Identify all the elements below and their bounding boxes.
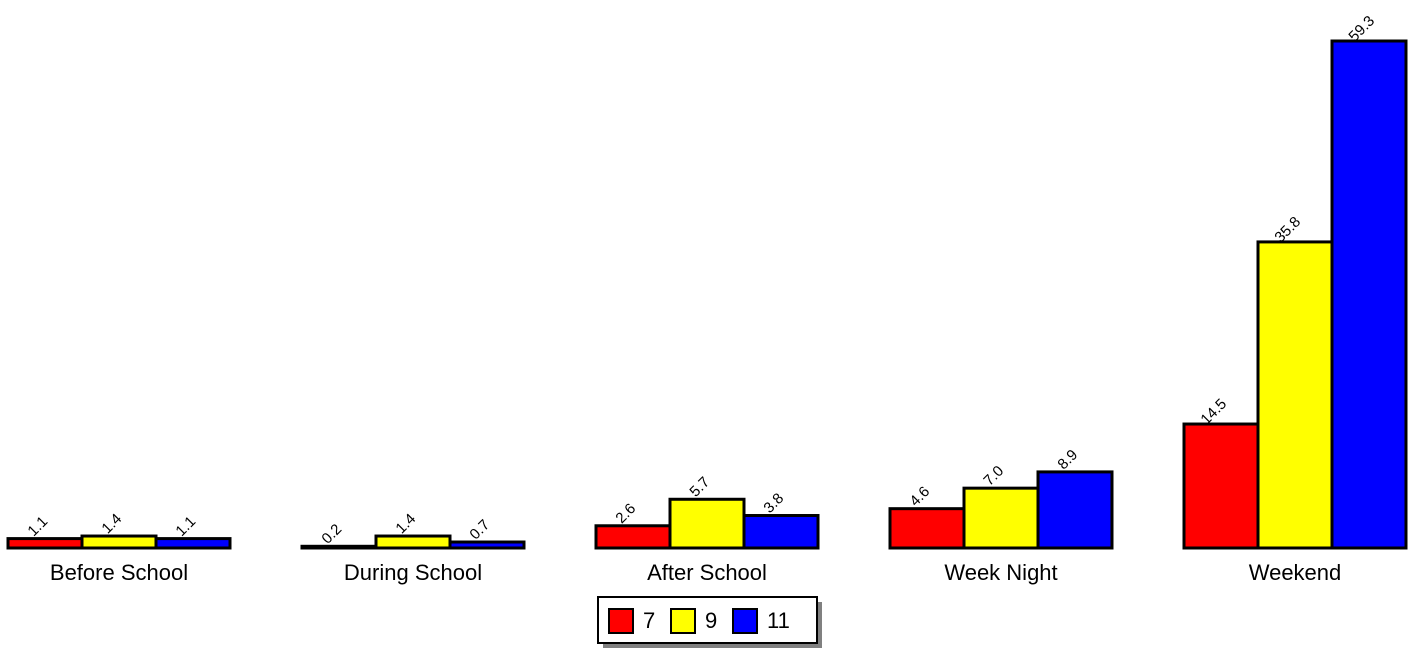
data-label-during-school-series-9: 1.4 <box>392 510 419 537</box>
legend-swatch-series-9 <box>670 608 696 634</box>
bar-weekend-series-7 <box>1182 422 1260 550</box>
legend-box <box>597 596 818 644</box>
bars-group <box>6 39 1408 550</box>
bar-during-school-series-7 <box>300 544 378 550</box>
data-label-week-night-series-11: 8.9 <box>1054 446 1081 473</box>
category-label-during-school: During School <box>344 560 482 585</box>
bar-before-school-series-11 <box>154 537 232 550</box>
legend-label-series-9: 9 <box>705 608 717 633</box>
bar-weekend-series-9 <box>1256 240 1334 550</box>
data-label-during-school-series-7: 0.2 <box>318 521 345 548</box>
legend-swatch-series-11 <box>732 608 758 634</box>
legend-label-series-7: 7 <box>643 608 655 633</box>
legend: 7 9 11 <box>597 596 822 648</box>
legend-label-series-11: 11 <box>767 608 790 633</box>
bar-after-school-series-11 <box>742 514 820 550</box>
bar-during-school-series-9 <box>374 534 452 550</box>
data-label-before-school-series-11: 1.1 <box>172 513 199 540</box>
category-label-after-school: After School <box>647 560 767 585</box>
data-label-before-school-series-7: 1.1 <box>24 513 51 540</box>
category-label-week-night: Week Night <box>944 560 1057 585</box>
category-label-before-school: Before School <box>50 560 188 585</box>
data-label-week-night-series-7: 4.6 <box>906 483 933 510</box>
bar-week-night-series-11 <box>1036 470 1114 550</box>
bar-week-night-series-9 <box>962 486 1040 550</box>
bar-weekend-series-11 <box>1330 39 1408 550</box>
data-label-after-school-series-11: 3.8 <box>760 490 787 517</box>
data-label-after-school-series-9: 5.7 <box>686 474 713 501</box>
bar-week-night-series-7 <box>888 507 966 550</box>
bar-after-school-series-7 <box>594 524 672 550</box>
category-label-weekend: Weekend <box>1249 560 1342 585</box>
data-labels-group: 1.1 1.4 1.1 0.2 1.4 0.72.65.73.8 4.67.08.914.5… <box>24 12 1378 547</box>
data-label-after-school-series-7: 2.6 <box>612 500 639 527</box>
bar-during-school-series-11 <box>448 540 526 550</box>
bar-after-school-series-9 <box>668 497 746 550</box>
data-label-during-school-series-11: 0.7 <box>466 516 493 543</box>
legend-swatch-series-7 <box>608 608 634 634</box>
category-labels-group: Before School During School After School We… <box>50 560 1341 585</box>
data-label-week-night-series-9: 7.0 <box>980 463 1007 490</box>
bar-before-school-series-9 <box>80 534 158 550</box>
bar-before-school-series-7 <box>6 537 84 550</box>
data-label-before-school-series-9: 1.4 <box>98 510 125 537</box>
